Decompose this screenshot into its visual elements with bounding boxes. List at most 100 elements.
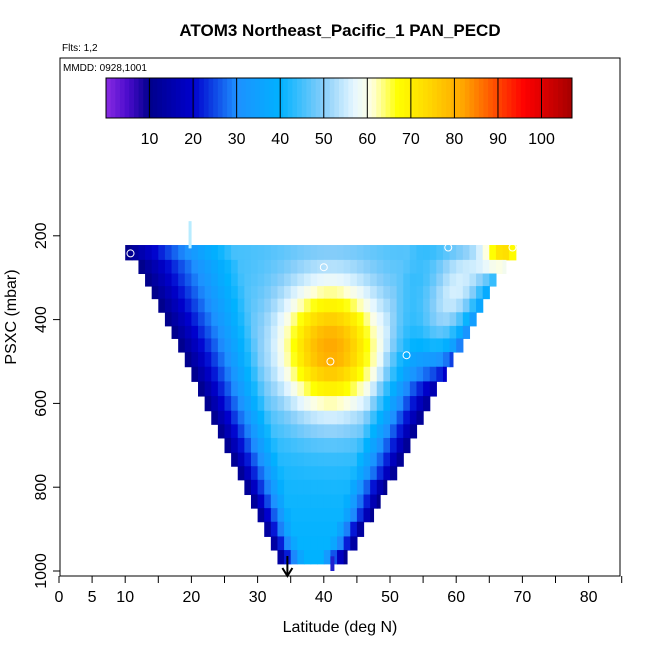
heatmap-cell	[330, 521, 338, 537]
heatmap-cell	[231, 366, 239, 382]
heatmap-cell	[277, 286, 285, 300]
heatmap-cell	[145, 245, 153, 261]
heatmap-cell	[297, 325, 305, 339]
heatmap-cell	[343, 273, 351, 287]
heatmap-cell	[264, 396, 272, 412]
heatmap-cell	[264, 479, 272, 496]
heatmap-cell	[184, 298, 192, 313]
heatmap-cell	[376, 338, 384, 353]
heatmap-cell	[277, 452, 285, 467]
heatmap-cell	[204, 259, 212, 275]
heatmap-cell	[462, 298, 471, 313]
heatmap-cell	[343, 479, 351, 496]
heatmap-cell	[323, 521, 332, 537]
heatmap-cell	[231, 381, 239, 397]
colorbar-swatch	[194, 78, 200, 118]
heatmap-cell	[204, 298, 212, 313]
colorbar-swatch	[222, 78, 228, 118]
heatmap-cell	[317, 338, 325, 353]
heatmap-cell	[270, 259, 279, 275]
heatmap-cell	[449, 245, 457, 261]
heatmap-cell	[356, 424, 365, 439]
heatmap-cell	[178, 286, 186, 300]
heatmap-cell	[290, 494, 298, 509]
heatmap-cell	[337, 312, 345, 327]
heatmap-cell	[310, 245, 318, 261]
heatmap-cell	[390, 410, 398, 425]
heatmap-cell	[495, 245, 504, 261]
colorbar-swatch	[227, 78, 233, 118]
flight-point	[444, 243, 453, 252]
heatmap-cell	[469, 259, 477, 275]
heatmap-cell	[383, 366, 391, 382]
heatmap-cell	[337, 494, 345, 509]
heatmap-cell	[495, 259, 504, 275]
heatmap-cell	[151, 245, 159, 261]
heatmap-cell	[383, 352, 391, 368]
colorbar-swatch	[516, 78, 522, 118]
heatmap-cell	[330, 325, 338, 339]
heatmap-cell	[257, 245, 265, 261]
heatmap-cell	[284, 352, 292, 368]
heatmap-cell	[270, 273, 279, 287]
heatmap-cell	[191, 338, 199, 353]
colorbar-swatch	[558, 78, 564, 118]
heatmap-cell	[416, 298, 424, 313]
heatmap-cell	[442, 245, 451, 261]
heatmap-cell	[356, 437, 365, 454]
heatmap-cell	[264, 508, 272, 523]
heatmap-cell	[343, 286, 351, 300]
heatmap-cell	[204, 352, 212, 368]
heatmap-cell	[224, 273, 232, 287]
heatmap-cell	[303, 325, 312, 339]
heatmap-cell	[270, 352, 279, 368]
heatmap-cell	[270, 521, 279, 537]
heatmap-cell	[429, 381, 437, 397]
heatmap-cell	[257, 437, 265, 454]
heatmap-cell	[356, 452, 365, 467]
heatmap-cell	[416, 381, 424, 397]
heatmap-cell	[370, 396, 378, 412]
heatmap-cell	[350, 410, 358, 425]
colorbar-swatch	[562, 78, 568, 118]
colorbar-swatch	[334, 78, 340, 118]
heatmap-cell	[164, 298, 173, 313]
heatmap-cell	[171, 312, 179, 327]
heatmap-cell	[330, 259, 338, 275]
heatmap-cell	[310, 479, 318, 496]
heatmap-cell	[337, 437, 345, 454]
colorbar-swatch	[567, 78, 573, 118]
heatmap-cell	[403, 245, 411, 261]
heatmap-cell	[191, 312, 199, 327]
heatmap-cell	[323, 550, 332, 565]
heatmap-cell	[396, 452, 404, 467]
heatmap-cell	[482, 273, 490, 287]
heatmap-cell	[257, 452, 265, 467]
heatmap-cell	[423, 298, 431, 313]
y-tick-label: 200	[33, 222, 50, 249]
heatmap-cell	[270, 338, 279, 353]
heatmap-cell	[337, 325, 345, 339]
heatmap-cell	[224, 437, 232, 454]
heatmap-cell	[290, 298, 298, 313]
heatmap-cell	[330, 366, 338, 382]
heatmap-cell	[138, 259, 146, 275]
heatmap-cell	[237, 273, 245, 287]
y-tick-label: 800	[33, 474, 50, 501]
heatmap-cell	[343, 259, 351, 275]
heatmap-cell	[211, 381, 219, 397]
heatmap-cell	[343, 494, 351, 509]
heatmap-cell	[270, 410, 279, 425]
heatmap-cell	[198, 381, 206, 397]
heatmap-cell	[297, 452, 305, 467]
heatmap-cell	[217, 352, 226, 368]
colorbar-swatch	[329, 78, 335, 118]
colorbar: 10 20 30 40 50 60 70 80 90 100	[105, 77, 573, 148]
heatmap-cell	[502, 259, 507, 275]
heatmap-cell	[383, 452, 391, 467]
heatmap-cell	[310, 550, 318, 565]
heatmap-cell	[337, 298, 345, 313]
heatmap-cell	[376, 396, 384, 412]
heatmap-cell	[409, 424, 418, 439]
heatmap-cell	[270, 245, 279, 261]
